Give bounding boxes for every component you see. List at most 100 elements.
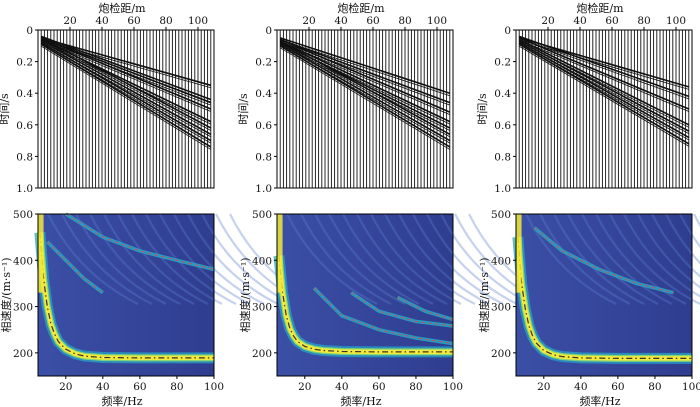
higher-mode-curve [397, 296, 454, 320]
x-tick-label: 80 [648, 381, 661, 393]
ridge-band [131, 213, 223, 305]
ridge-band [173, 213, 265, 305]
x-tick-label: 40 [574, 381, 587, 393]
event-line [280, 39, 450, 97]
plot-frame [276, 213, 454, 377]
y-tick-label: 300 [252, 302, 272, 314]
event-line [518, 37, 690, 110]
event-line [279, 38, 451, 113]
panel-a-top: 20 40 60 80 100 炮检距/m 0 0.2 0.4 0.6 0.8 1.0 时间/s [0, 1, 215, 195]
y-tick-label: 1.0 [255, 183, 272, 195]
ridge-band [75, 213, 167, 305]
x-tick-label: 20 [302, 15, 315, 27]
event-line [279, 47, 451, 150]
event-line [519, 39, 689, 112]
y-tick-label: 0.2 [16, 57, 33, 69]
event-line [41, 39, 211, 112]
event-line [40, 45, 212, 150]
x-axis-label: 频率/Hz [101, 394, 142, 407]
low-frequency-energy [277, 214, 283, 293]
fundamental-curve [278, 255, 453, 353]
x-tick-label: 100 [204, 381, 224, 393]
panel-c-bottom: 20 40 60 80 100 频率/Hz 200 300 400 500 相速度/(m·s⁻¹) [477, 209, 700, 407]
fundamental-curve [39, 232, 214, 359]
y-tick-label: 0.6 [16, 120, 33, 132]
ridge-band [342, 213, 434, 305]
ridge-band [581, 213, 673, 305]
ridge-band [187, 213, 279, 305]
y-tick-label: 0.2 [494, 57, 511, 69]
ridge-band [356, 213, 448, 305]
x-tick-label: 20 [59, 381, 72, 393]
y-tick-label: 0.2 [255, 57, 272, 69]
y-tick-label: 0.4 [494, 88, 511, 100]
event-line [518, 45, 690, 147]
y-tick-label: 0 [26, 25, 33, 37]
x-tick-label: 40 [96, 381, 109, 393]
ridge-band [61, 213, 153, 305]
ridge-band [623, 213, 700, 298]
event-line [40, 35, 212, 101]
x-tick-label: 40 [335, 381, 348, 393]
higher-mode-curve [350, 292, 454, 327]
y-axis-label: 时间/s [237, 93, 250, 125]
ridge-band [679, 213, 700, 249]
event-line [41, 39, 211, 89]
y-axis-label: 相速度/(m·s⁻¹) [477, 257, 491, 332]
ridge-band [426, 213, 518, 305]
x-axis-label: 炮检距/m [98, 1, 146, 15]
y-tick-label: 1.0 [16, 183, 33, 195]
x-tick-label: 80 [170, 381, 183, 393]
x-axis-label: 炮检距/m [576, 1, 624, 15]
x-tick-label: 60 [366, 15, 379, 27]
event-line [279, 38, 451, 104]
y-tick-label: 0.4 [16, 88, 33, 100]
higher-mode-curve [65, 213, 215, 270]
event-line [41, 41, 211, 125]
plot-frame [37, 213, 215, 377]
higher-mode-curve [47, 241, 104, 294]
x-axis-label: 炮检距/m [337, 1, 385, 15]
y-tick-label: 0 [265, 25, 272, 37]
event-line [280, 42, 450, 138]
ridge-band [651, 213, 700, 278]
ridge-band [314, 213, 406, 305]
y-tick-label: 500 [252, 209, 272, 221]
ridge-band [117, 213, 209, 305]
y-tick-label: 0.4 [255, 88, 272, 100]
ridge-band [525, 213, 617, 305]
x-tick-label: 100 [188, 15, 208, 27]
x-tick-label: 80 [409, 381, 422, 393]
y-tick-label: 200 [491, 348, 511, 360]
panel-c-top: 20 40 60 80 100 炮检距/m 0 0.2 0.4 0.6 0.8 1.0 时间/s [476, 1, 693, 195]
x-tick-label: 60 [127, 15, 140, 27]
y-tick-label: 0.8 [255, 151, 272, 163]
x-axis-label: 频率/Hz [579, 394, 620, 407]
event-line [40, 37, 212, 87]
ridge-band [609, 213, 700, 305]
x-tick-label: 20 [541, 15, 554, 27]
event-line [518, 40, 690, 132]
x-axis-label: 频率/Hz [340, 394, 381, 407]
ridge-texture [525, 213, 700, 305]
y-tick-label: 0.8 [494, 151, 511, 163]
x-tick-label: 100 [427, 15, 447, 27]
event-line [40, 43, 212, 148]
low-frequency-energy [516, 214, 522, 293]
y-axis-label: 时间/s [0, 93, 11, 125]
x-tick-label: 100 [682, 381, 700, 393]
event-line [279, 40, 451, 123]
ridge-band [47, 213, 139, 305]
x-tick-label: 20 [298, 381, 311, 393]
x-tick-label: 60 [372, 381, 385, 393]
event-line [40, 41, 212, 142]
event-line [40, 37, 212, 110]
event-line [279, 45, 451, 148]
plot-frame [276, 29, 454, 189]
event-line [40, 40, 212, 135]
x-tick-label: 60 [605, 15, 618, 27]
event-line [280, 41, 450, 106]
ridge-band [145, 213, 237, 305]
